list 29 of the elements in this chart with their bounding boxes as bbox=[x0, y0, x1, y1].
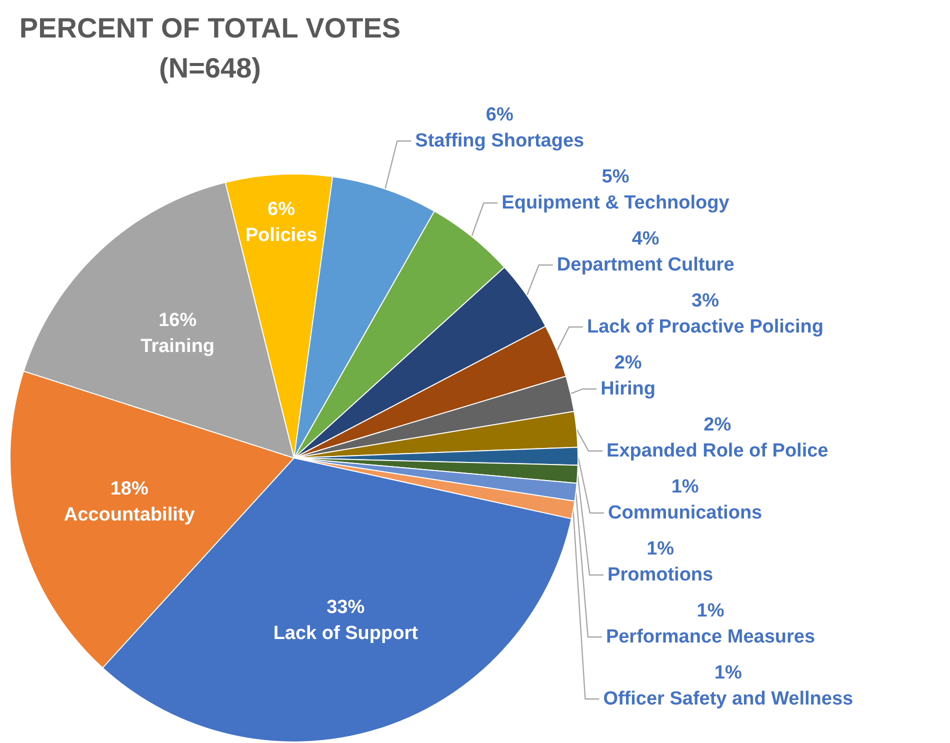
slice-label: Training bbox=[140, 336, 215, 358]
data-label: 1% bbox=[646, 538, 674, 560]
data-label: 2% bbox=[614, 352, 642, 374]
slice-label: Expanded Role of Police bbox=[606, 440, 828, 462]
data-label: 2% bbox=[704, 414, 732, 436]
slice-label: Lack of Support bbox=[273, 622, 419, 644]
slice-label: Performance Measures bbox=[606, 626, 816, 648]
data-label: 6% bbox=[268, 199, 296, 220]
data-label: 1% bbox=[714, 662, 742, 684]
slice-label: Staffing Shortages bbox=[415, 130, 584, 152]
slice-label: Accountability bbox=[64, 504, 196, 526]
slice-label: Officer Safety and Wellness bbox=[603, 688, 854, 710]
slice-label: Communications bbox=[608, 502, 762, 524]
slice-label: Policies bbox=[245, 225, 318, 246]
slice-label: Department Culture bbox=[556, 254, 734, 276]
slice-label: Lack of Proactive Policing bbox=[586, 316, 824, 338]
data-label: 1% bbox=[671, 476, 699, 498]
data-label: 4% bbox=[632, 228, 660, 250]
chart-title: PERCENT OF TOTAL VOTES (N=648) bbox=[19, 12, 401, 84]
slice-label: Promotions bbox=[608, 564, 714, 586]
data-label: 16% bbox=[158, 310, 197, 332]
data-label: 3% bbox=[692, 290, 720, 312]
data-label: 1% bbox=[696, 600, 724, 622]
data-label: 33% bbox=[326, 596, 365, 618]
data-label: 18% bbox=[110, 478, 148, 500]
data-label: 6% bbox=[486, 104, 514, 126]
slice-label: Hiring bbox=[600, 378, 656, 400]
slice-label: Equipment & Technology bbox=[502, 192, 730, 214]
data-label: 5% bbox=[602, 166, 630, 188]
